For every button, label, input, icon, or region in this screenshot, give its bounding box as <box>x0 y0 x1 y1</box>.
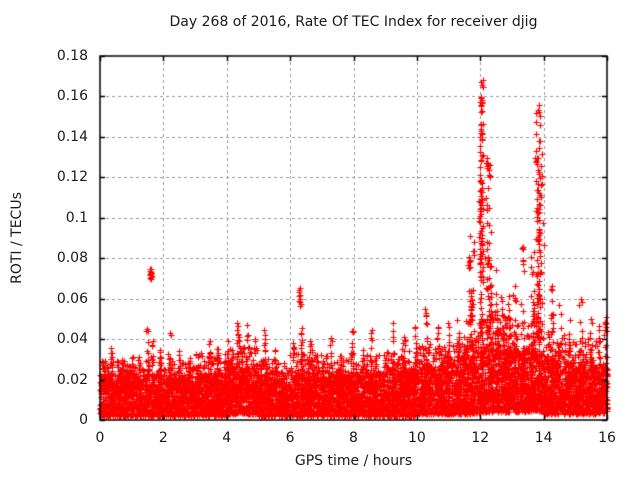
x-tick-label: 0 <box>95 430 105 446</box>
y-tick-label: 0.12 <box>56 169 88 186</box>
y-tick-label: 0.02 <box>56 371 88 388</box>
x-tick-label: 4 <box>222 430 232 446</box>
x-tick-label: 6 <box>285 430 295 446</box>
x-tick-label: 16 <box>598 430 616 446</box>
y-tick-label: 0.18 <box>56 48 88 64</box>
x-tick-label: 8 <box>349 430 358 446</box>
x-axis-label: GPS time / hours <box>294 453 413 469</box>
x-tick-label: 14 <box>534 430 553 446</box>
y-tick-label: 0.04 <box>56 331 88 348</box>
y-tick-label: 0.06 <box>56 290 88 307</box>
chart-title: Day 268 of 2016, Rate Of TEC Index for r… <box>169 14 538 30</box>
y-tick-label: 0.16 <box>56 88 88 105</box>
y-axis-label: ROTI / TECUs <box>9 192 25 284</box>
x-tick-label: 10 <box>407 430 426 446</box>
y-tick-label: 0 <box>79 412 88 428</box>
y-tick-label: 0.1 <box>65 209 88 226</box>
y-tick-label: 0.14 <box>56 128 88 145</box>
y-tick-label: 0.08 <box>56 250 88 267</box>
x-tick-label: 2 <box>158 430 168 446</box>
x-tick-label: 12 <box>471 430 490 446</box>
